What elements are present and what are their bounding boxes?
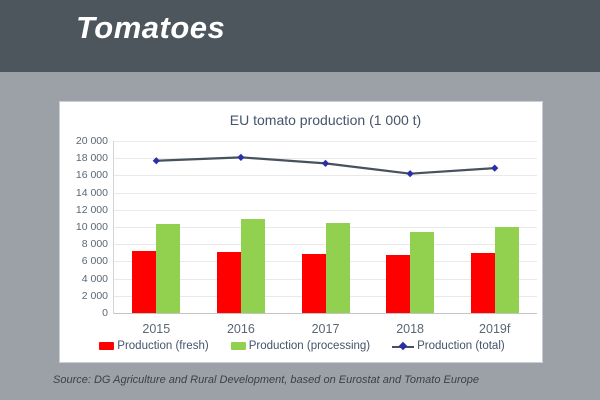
x-axis-line [114,313,537,314]
legend-label: Production (total) [417,340,505,352]
plot-area: 0 2 000 4 000 6 000 8 000 10 000 12 000 14 000 1… [76,135,537,336]
x-tick-label: 2015 [142,322,171,336]
bar-fresh [216,251,241,313]
chart-title: EU tomato production (1 000 t) [229,112,422,128]
legend-diamond [398,341,408,350]
bar-processing [156,223,181,313]
bar-fresh [132,250,157,313]
x-tick-label: 2019f [479,322,511,336]
y-axis-line [113,141,114,314]
y-tick-label: 18 000 [75,152,108,165]
legend-swatch-processing [230,342,246,350]
total-marker [321,159,330,167]
header-band: Tomatoes [0,0,600,72]
y-tick-label: 10 000 [75,221,108,233]
y-tick-label: 20 000 [75,135,108,147]
total-marker [237,153,245,161]
legend-item: Production (processing) [230,340,371,352]
source-note: Source: DG Agriculture and Rural Develop… [53,374,479,386]
legend-item: Production (total) [392,340,505,352]
bar-processing [410,231,435,313]
bar-processing [494,227,519,313]
bar-fresh [470,253,495,313]
bar-fresh [301,253,326,313]
legend-item: Production (fresh) [99,340,209,352]
y-tick-label: 4 000 [81,272,108,285]
total-line-layer [152,153,499,178]
gridline [114,158,537,160]
total-marker [152,157,160,165]
y-tick-label: 0 [102,307,108,319]
legend-label: Production (fresh) [117,340,209,352]
legend-swatch-fresh [99,342,115,350]
gridline [114,209,537,211]
legend-symbol-total [392,341,415,351]
total-marker [491,164,499,172]
gridline [114,192,537,194]
chart-legend: Production (fresh) Production (processing… [60,340,544,352]
y-tick-label: 8 000 [81,238,108,251]
gridline [114,175,537,177]
bar-fresh [386,254,411,313]
page-title: Tomatoes [76,10,226,45]
x-tick-label: 2018 [396,322,424,336]
x-tick-label: 2017 [311,322,340,336]
bar-processing [325,222,350,313]
x-tick-label: 2016 [226,322,255,336]
chart-panel: EU tomato production (1 000 t) 0 2 000 4 0… [59,101,543,363]
y-tick-label: 14 000 [75,186,108,199]
y-tick-label: 6 000 [81,255,108,268]
y-tick-label: 2 000 [81,289,108,302]
gridline [114,141,537,142]
bar-processing [240,219,265,313]
y-tick-label: 12 000 [75,203,108,216]
total-marker [406,170,414,178]
legend-label: Production (processing) [248,340,371,352]
y-tick-label: 16 000 [75,169,108,182]
